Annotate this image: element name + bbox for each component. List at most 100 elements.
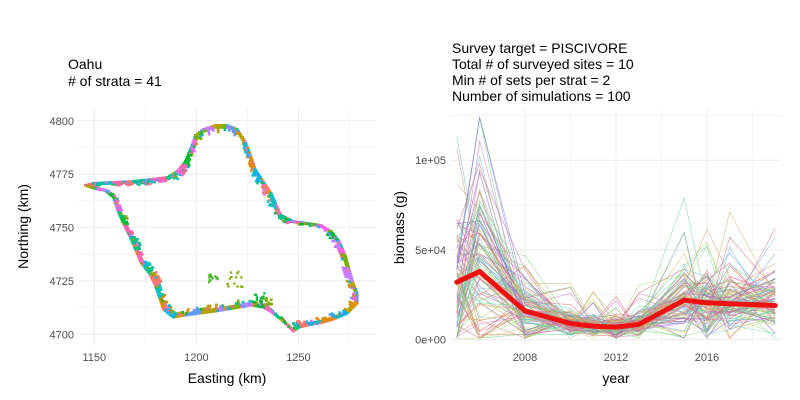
map-panel: 1150 1200 1250 4700 4725 4750 4775 4800 Easting … — [15, 108, 376, 386]
map-cell-865 — [138, 258, 141, 261]
map-cell-553 — [336, 316, 339, 319]
map-cell-1010 — [226, 282, 229, 285]
map-cell-946 — [112, 198, 116, 201]
map-cell-1012 — [230, 275, 233, 278]
map-cell-828 — [155, 277, 159, 281]
map-cell-580 — [314, 320, 317, 324]
map-cell-443 — [336, 241, 340, 245]
map-cell-104 — [162, 179, 165, 183]
map-cell-415 — [321, 226, 325, 230]
line-y-tick-label-0: 0e+00 — [415, 335, 446, 347]
map-cell-301 — [257, 176, 260, 179]
map-cell-573 — [320, 321, 323, 324]
map-cell-540 — [343, 308, 347, 311]
map-cell-263 — [246, 146, 250, 150]
map-cell-118 — [173, 174, 176, 177]
map-cell-87 — [147, 179, 150, 183]
map-cell-333 — [271, 196, 275, 199]
map-cell-218 — [221, 124, 224, 127]
map-cell-306 — [257, 179, 260, 183]
map-cell-341 — [269, 202, 273, 206]
map-cell-490 — [343, 273, 347, 276]
map-cell-792 — [162, 304, 166, 307]
map-cell-848 — [149, 267, 152, 270]
map-cell-329 — [268, 193, 271, 197]
map-cell-993 — [90, 186, 93, 189]
map-cell-924 — [121, 216, 125, 219]
map-cell-208 — [211, 127, 215, 130]
map-cell-105 — [161, 176, 164, 180]
map-cell-912 — [126, 226, 129, 229]
map-cell-709 — [218, 309, 222, 312]
map-cell-889 — [135, 241, 139, 245]
map-cell-425 — [326, 231, 330, 235]
map-cell-347 — [273, 205, 276, 208]
map-cell-532 — [350, 304, 354, 307]
map-cell-446 — [335, 243, 338, 247]
map-cell-116 — [172, 176, 176, 180]
map-cell-920 — [125, 220, 129, 224]
map-cell-318 — [266, 186, 269, 189]
map-cell-971 — [108, 190, 111, 193]
map-cell-842 — [150, 271, 153, 274]
map-cell-200 — [204, 129, 208, 132]
line-x-tick-label-2: 2016 — [695, 352, 719, 364]
map-cell-504 — [351, 285, 355, 288]
map-cell-368 — [285, 218, 289, 222]
map-cell-892 — [132, 239, 136, 243]
map-cell-275 — [249, 158, 252, 161]
map-cell-151 — [186, 161, 190, 165]
map-cell-210 — [214, 124, 217, 127]
map-cell-591 — [303, 320, 306, 324]
map-cell-606 — [294, 325, 298, 329]
map-cell-763 — [178, 313, 181, 316]
map-cell-89 — [149, 179, 153, 183]
map-cell-455 — [340, 249, 343, 253]
map-cell-214 — [216, 128, 220, 131]
map-cell-727 — [205, 309, 209, 312]
map-cell-930 — [125, 215, 128, 218]
map-cell-249 — [242, 140, 245, 143]
map-y-tick-label-2: 4750 — [50, 223, 74, 235]
map-cell-719 — [212, 308, 215, 311]
map-cell-772 — [171, 312, 175, 316]
map-cell-740 — [196, 310, 200, 313]
map-cell-876 — [137, 249, 140, 253]
map-cell-169 — [191, 150, 195, 153]
map-cell-65 — [132, 180, 135, 183]
map-cell-468 — [341, 257, 344, 261]
map-cell-571 — [322, 320, 326, 324]
map-cell-37 — [112, 181, 115, 184]
map-cell-430 — [334, 235, 337, 238]
map-cell-886 — [138, 243, 142, 246]
map-cell-529 — [350, 301, 353, 305]
map-cell-1008 — [230, 271, 233, 274]
map-cell-574 — [318, 319, 322, 323]
map-cell-121 — [174, 171, 177, 174]
map-cell-533 — [348, 303, 352, 306]
map-cell-510 — [348, 285, 351, 289]
map-cell-816 — [156, 285, 160, 288]
map-cell-512 — [353, 289, 356, 292]
map-cell-302 — [256, 177, 259, 181]
map-y-tick-label-4: 4800 — [50, 116, 74, 128]
map-cell-73 — [140, 181, 143, 185]
line-y-tick-label-2: 1e+05 — [415, 155, 446, 167]
map-cell-928 — [120, 214, 124, 217]
map-cell-696 — [233, 306, 236, 310]
map-cell-484 — [347, 272, 350, 275]
map-cell-891 — [130, 240, 134, 243]
map-cell-590 — [304, 322, 308, 325]
map-cell-509 — [350, 286, 353, 289]
map-cell-786 — [166, 306, 170, 309]
map-cell-866 — [140, 257, 143, 261]
map-cell-342 — [268, 204, 271, 207]
map-cell-74 — [138, 179, 142, 182]
map-cell-355 — [279, 212, 282, 215]
map-cell-420 — [323, 229, 327, 232]
map-cell-466 — [345, 258, 348, 262]
map-cell-236 — [233, 133, 237, 137]
map-cell-307 — [256, 181, 259, 185]
map-cell-310 — [262, 180, 265, 183]
map-cell-1038 — [265, 298, 268, 301]
